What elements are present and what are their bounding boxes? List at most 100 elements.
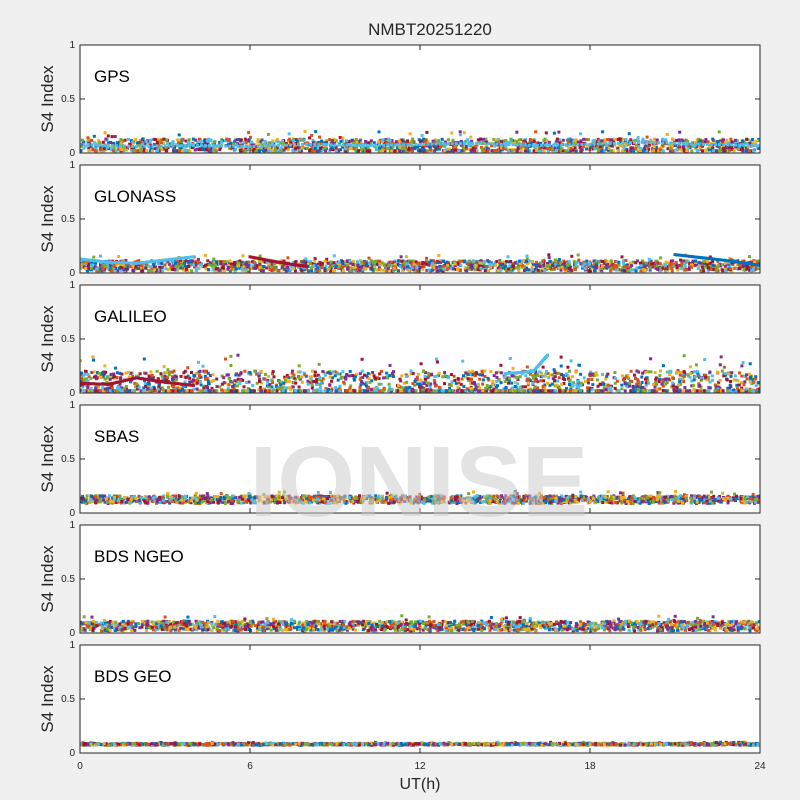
data-point [104,137,108,141]
data-point [526,142,530,146]
data-point [753,260,757,264]
data-point [202,384,206,388]
data-point [268,389,272,393]
data-point [310,262,314,266]
data-point [108,377,112,381]
data-point [352,266,356,270]
data-point [757,261,760,265]
data-point [80,377,84,381]
track-point [232,144,236,148]
track-point [165,258,169,262]
track-point [588,142,592,146]
data-point [169,144,173,148]
data-point [260,381,264,385]
data-point [685,259,689,263]
data-point [419,362,423,366]
data-point [437,147,441,151]
data-point [516,378,520,382]
data-point [692,144,696,148]
track-point [325,143,329,147]
data-point [106,267,110,271]
data-point [196,389,200,393]
data-point [492,374,496,378]
data-point [249,135,252,139]
track-point [738,260,742,264]
data-point [681,377,685,380]
data-point [237,264,240,268]
data-point [460,377,464,381]
data-point [234,148,238,152]
data-point [194,372,198,375]
data-point [443,149,447,153]
data-point [357,149,361,153]
data-point [235,384,239,388]
data-point [262,265,266,268]
data-point [227,383,231,387]
data-point [453,144,457,148]
data-point [591,147,595,151]
data-point [197,360,200,364]
data-point [495,260,499,263]
data-point [747,266,751,270]
data-point [639,147,643,151]
data-point [231,385,235,388]
data-point [261,259,265,263]
data-point [652,261,656,265]
data-point [227,138,231,142]
track-point [102,143,106,147]
data-point [318,135,322,139]
data-point [304,257,308,261]
data-point [241,149,245,153]
data-point [115,263,119,267]
data-point [717,263,721,267]
track-point [722,258,726,262]
data-point [258,262,262,266]
data-point [595,146,599,150]
data-point [416,382,420,386]
data-point [452,149,456,153]
data-point [153,268,157,272]
track-point [145,260,149,264]
data-point [594,259,598,263]
data-point [132,269,136,273]
data-point [375,268,379,272]
data-point [276,147,280,151]
data-point [130,148,133,152]
data-point [103,131,107,134]
data-point [751,140,755,144]
data-point [600,139,604,143]
data-point [515,149,519,153]
data-point [165,148,169,152]
data-point [134,138,138,141]
data-point [80,379,82,383]
data-point [340,375,343,379]
data-point [515,139,519,143]
data-point [697,141,701,145]
data-point [563,267,567,271]
data-point [143,389,147,393]
data-point [237,262,241,266]
data-point [226,386,230,390]
data-point [176,149,179,153]
data-point [236,260,240,263]
data-point [670,145,674,148]
data-point [290,371,294,375]
data-point [536,141,540,145]
track-point [386,143,390,147]
data-point [361,266,365,270]
data-point [556,145,560,149]
data-point [665,370,669,374]
data-point [559,364,563,368]
data-point [745,264,749,268]
data-point [105,263,109,267]
data-point [287,132,291,136]
track-point [450,142,454,146]
track-point [117,261,120,265]
data-point [85,389,88,393]
data-point [346,260,350,263]
data-point [211,149,215,153]
data-point [586,144,590,148]
data-point [269,265,273,269]
data-point [605,266,609,270]
data-point [123,138,127,142]
